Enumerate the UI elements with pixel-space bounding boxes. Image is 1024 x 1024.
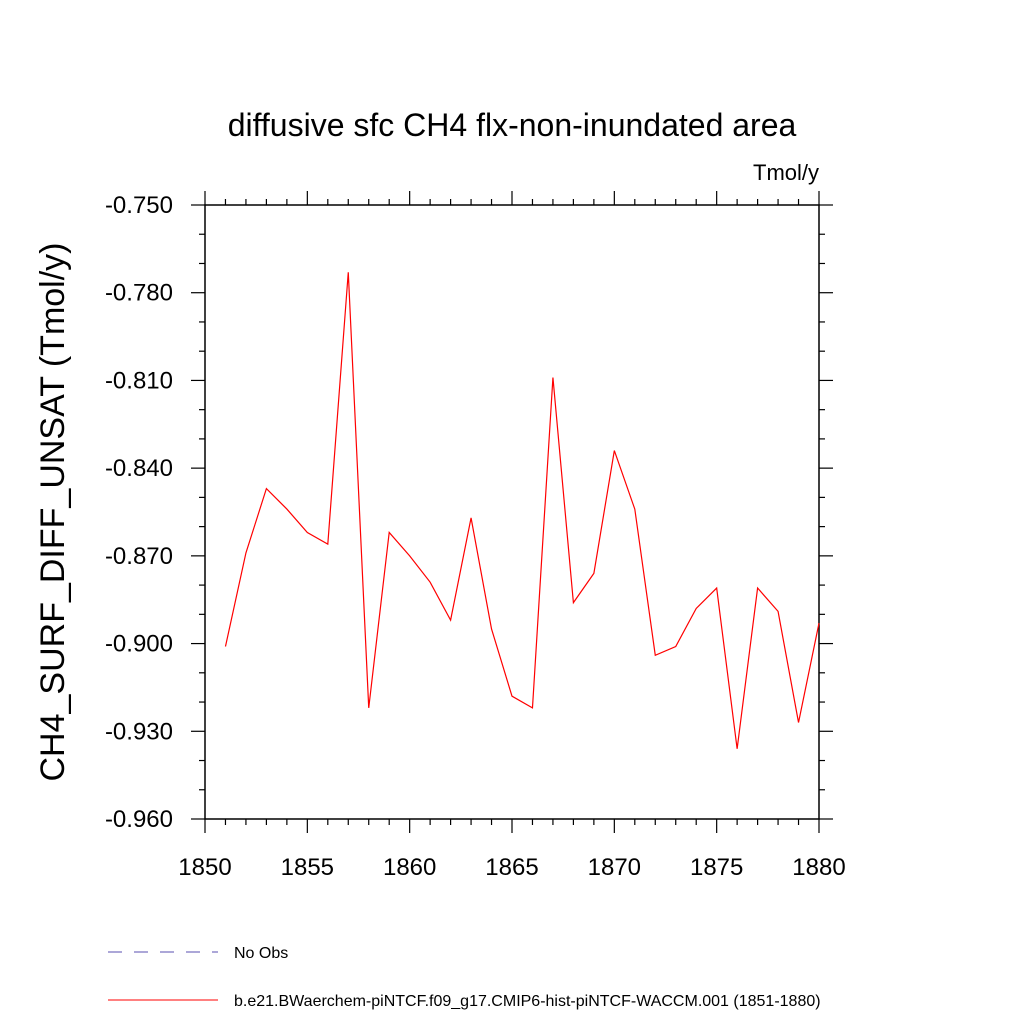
- data-point: [286, 508, 287, 509]
- legend-entry: No Obs: [234, 945, 288, 962]
- y-axis-label: CH4_SURF_DIFF_UNSAT (Tmol/y): [34, 242, 72, 781]
- data-point: [818, 623, 819, 624]
- data-point: [307, 532, 308, 533]
- data-point: [716, 587, 717, 588]
- y-tick-label: -0.810: [105, 367, 173, 394]
- data-point: [450, 620, 451, 621]
- data-point: [389, 532, 390, 533]
- data-point: [430, 582, 431, 583]
- data-point: [368, 707, 369, 708]
- data-point: [655, 655, 656, 656]
- chart-title: diffusive sfc CH4 flx-non-inundated area: [228, 107, 797, 143]
- data-point: [470, 517, 471, 518]
- x-tick-label: 1870: [588, 854, 641, 881]
- x-tick-labels: 1850 1855 1860 1865 1870 1875 1880: [178, 854, 845, 881]
- data-point: [348, 272, 349, 273]
- y-tick-label: -0.960: [105, 806, 173, 833]
- x-tick-label: 1850: [178, 854, 231, 881]
- data-point: [511, 696, 512, 697]
- data-point: [573, 602, 574, 603]
- x-tick-label: 1860: [383, 854, 436, 881]
- data-point: [675, 646, 676, 647]
- data-point: [225, 646, 226, 647]
- x-tick-label: 1865: [485, 854, 538, 881]
- data-point: [757, 587, 758, 588]
- y-tick-label: -0.780: [105, 280, 173, 307]
- x-tick-label: 1880: [792, 854, 845, 881]
- y-tick-label: -0.750: [105, 192, 173, 219]
- tick-marks: [191, 191, 833, 833]
- data-point: [798, 722, 799, 723]
- plot-frame: [204, 204, 820, 820]
- y-tick-label: -0.840: [105, 455, 173, 482]
- data-point: [491, 628, 492, 629]
- data-point: [634, 508, 635, 509]
- data-point: [266, 488, 267, 489]
- legend: No Obs b.e21.BWaerchem-piNTCF.f09_g17.CMI…: [108, 945, 821, 1010]
- series-layer: [224, 272, 820, 749]
- data-point: [245, 552, 246, 553]
- legend-entry: b.e21.BWaerchem-piNTCF.f09_g17.CMIP6-his…: [234, 993, 821, 1010]
- x-tick-label: 1875: [690, 854, 743, 881]
- data-point: [409, 555, 410, 556]
- x-tick-label: 1855: [281, 854, 334, 881]
- y-tick-label: -0.870: [105, 543, 173, 570]
- data-point: [327, 544, 328, 545]
- units-label: Tmol/y: [753, 160, 819, 185]
- data-point: [532, 707, 533, 708]
- y-tick-labels: -0.750 -0.780 -0.810 -0.840 -0.870 -0.900 -0.9…: [105, 192, 173, 833]
- y-tick-label: -0.900: [105, 631, 173, 658]
- data-point: [552, 377, 553, 378]
- series-line: [224, 272, 820, 749]
- data-point: [593, 573, 594, 574]
- data-point: [696, 608, 697, 609]
- data-point: [777, 611, 778, 612]
- data-point: [614, 450, 615, 451]
- y-tick-label: -0.930: [105, 718, 173, 745]
- data-point: [737, 748, 738, 749]
